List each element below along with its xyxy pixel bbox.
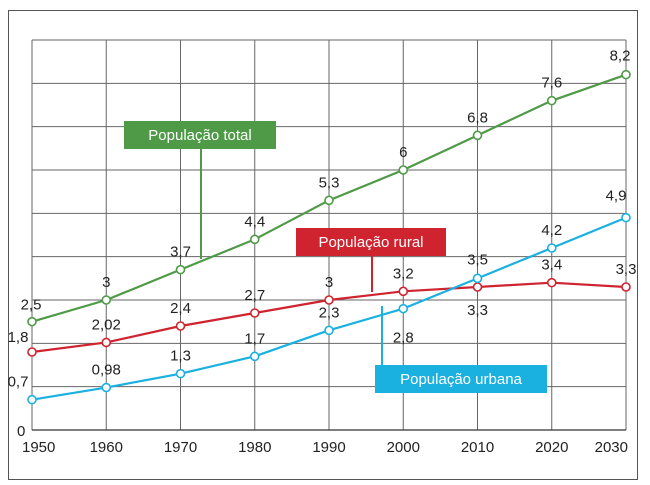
data-point	[249, 351, 260, 362]
data-points	[27, 69, 631, 405]
data-label: 2,4	[170, 300, 191, 317]
data-label: 1,3	[170, 348, 191, 365]
legend-box	[375, 365, 547, 393]
chart-frame	[8, 10, 638, 480]
legend-boxes: População total População rural População …	[124, 121, 547, 393]
data-label: 3,2	[393, 265, 414, 282]
data-label: 2,7	[244, 287, 265, 304]
data-point	[101, 337, 112, 348]
legend-label: População total	[148, 127, 251, 144]
data-labels: 2,5 3 3,7 4,4 5,3 6 6,8 7,6 8,2 1,8 2,02 2,4 2,7 3 3,2…	[8, 48, 637, 391]
data-point	[175, 368, 186, 379]
data-point	[472, 130, 483, 141]
data-point	[546, 95, 557, 106]
data-label: 3,5	[467, 251, 488, 268]
data-point	[324, 195, 334, 206]
data-label: 2,02	[92, 316, 121, 333]
data-label: 4,4	[244, 213, 265, 230]
data-label: 1,7	[244, 330, 265, 347]
x-tick-label: 1980	[238, 439, 271, 456]
data-label: 6,8	[467, 109, 488, 126]
data-label: 1,8	[8, 329, 29, 346]
data-label: 6	[399, 144, 407, 161]
data-point	[546, 243, 557, 253]
data-point	[472, 273, 483, 284]
legend-box	[124, 121, 276, 149]
data-point	[398, 165, 409, 175]
x-tick-label: 2010	[461, 439, 494, 456]
legend-box	[296, 228, 446, 256]
x-tick-label: 2030	[595, 439, 628, 456]
data-point	[621, 212, 631, 223]
data-point	[324, 325, 334, 336]
data-point	[27, 316, 37, 327]
data-label: 3	[102, 274, 110, 291]
data-label: 7,6	[541, 75, 562, 92]
x-tick-label: 1990	[312, 439, 345, 456]
x-tick-label: 1970	[164, 439, 197, 456]
data-label: 3,7	[170, 244, 191, 261]
data-label: 3,3	[467, 302, 488, 319]
data-point	[621, 282, 631, 292]
legend-label: População urbana	[400, 371, 522, 388]
data-label: 0,98	[92, 362, 121, 379]
data-label: 2,8	[393, 330, 414, 347]
data-label: 5,3	[319, 174, 340, 191]
axes: 1950 1960 1970 1980 1990 2000 2010 2020 2030 0	[17, 423, 628, 456]
data-point	[249, 234, 260, 245]
data-point	[27, 347, 37, 357]
y-tick-label-zero: 0	[17, 423, 25, 440]
data-point	[175, 321, 186, 331]
data-label: 4,9	[606, 188, 627, 205]
x-tick-label: 2000	[387, 439, 420, 456]
data-point	[324, 295, 334, 305]
data-point	[398, 303, 409, 314]
x-tick-label: 1960	[90, 439, 123, 456]
data-label: 3,4	[541, 257, 562, 274]
data-point	[472, 282, 483, 292]
data-point	[175, 264, 186, 275]
data-point	[621, 69, 631, 80]
data-point	[546, 277, 557, 288]
data-label: 3	[325, 274, 333, 291]
data-point	[27, 394, 37, 405]
data-point	[398, 286, 409, 297]
x-tick-label: 1950	[22, 439, 55, 456]
data-point	[101, 382, 112, 393]
data-label: 0,7	[8, 374, 29, 391]
data-label: 8,2	[610, 48, 631, 65]
data-label: 3,3	[616, 261, 637, 278]
data-label: 2,3	[319, 304, 340, 321]
data-point	[101, 295, 112, 305]
data-label: 4,2	[541, 222, 562, 239]
data-point	[249, 308, 260, 318]
x-tick-label: 2020	[535, 439, 568, 456]
data-label: 2,5	[21, 297, 42, 314]
legend-label: População rural	[318, 234, 423, 251]
